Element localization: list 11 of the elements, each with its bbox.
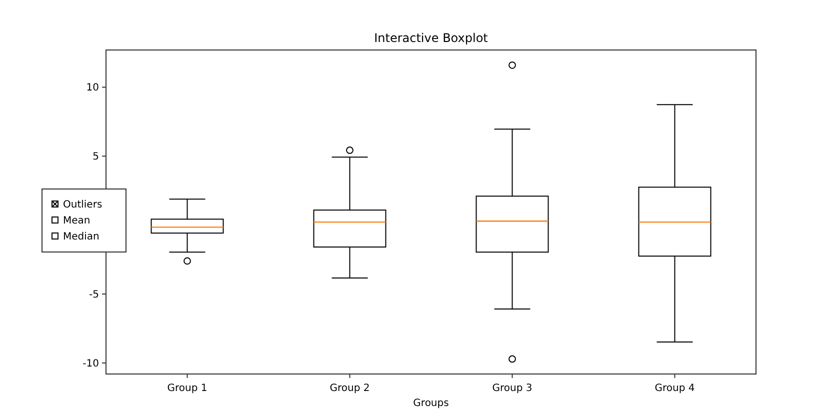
- x-tick-label: Group 3: [492, 383, 532, 394]
- y-tick-label: 10: [86, 82, 99, 94]
- x-tick-label: Group 4: [654, 383, 695, 394]
- y-tick-label: -10: [82, 358, 99, 370]
- chart-title: Interactive Boxplot: [374, 31, 488, 45]
- y-tick-label: -5: [89, 290, 99, 301]
- x-axis-title: Groups: [413, 398, 449, 409]
- x-tick-label: Group 1: [167, 383, 208, 394]
- checkbox-panel: Outliers Mean Median: [42, 188, 126, 252]
- x-tick-label: Group 2: [330, 383, 370, 394]
- y-tick-label: 5: [92, 152, 99, 163]
